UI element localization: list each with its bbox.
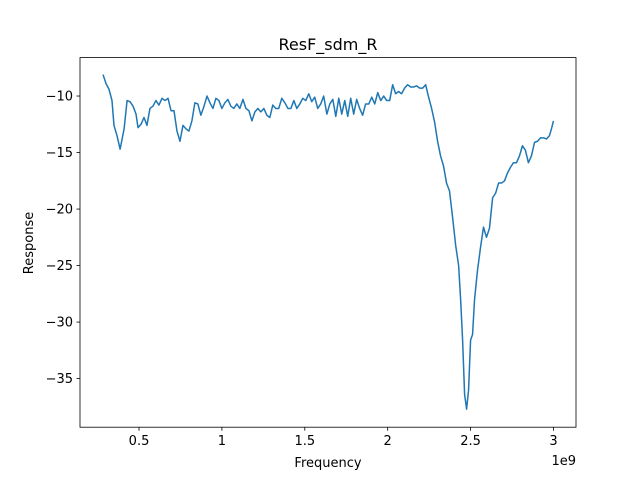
x-tick-label: 0.5 <box>129 434 150 449</box>
y-tick-label: −20 <box>46 203 73 218</box>
x-tick-label: 2 <box>384 434 392 449</box>
plot-frame <box>79 57 577 428</box>
x-tick-label: 1.5 <box>294 434 315 449</box>
y-tick-label: −25 <box>46 259 73 274</box>
x-offset-label: 1e9 <box>551 454 576 469</box>
line <box>102 74 555 410</box>
y-tick-label: −35 <box>46 372 73 387</box>
x-tick-label: 3 <box>549 434 557 449</box>
x-tick-label: 1 <box>218 434 226 449</box>
x-tick-label: 2.5 <box>460 434 481 449</box>
chart-title: ResF_sdm_R <box>279 35 378 55</box>
x-axis-label: Frequency <box>294 456 361 471</box>
y-tick-label: −30 <box>46 316 73 331</box>
y-tick-label: −10 <box>46 90 73 105</box>
y-axis-label: Response <box>22 212 37 274</box>
y-tick-label: −15 <box>46 146 73 161</box>
